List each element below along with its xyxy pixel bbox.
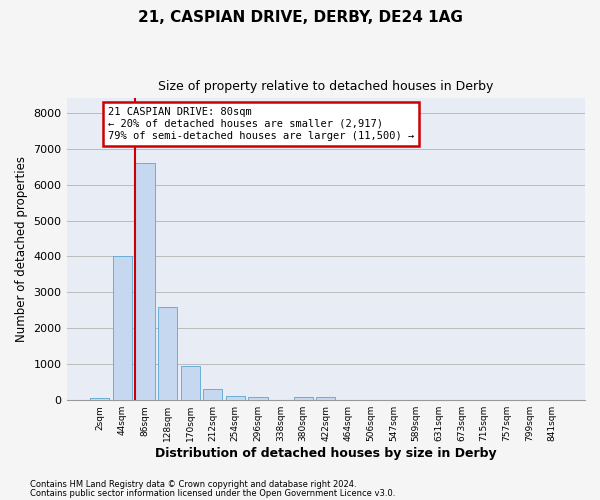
Bar	[293, 397, 313, 400]
Bar	[181, 366, 200, 400]
Bar	[158, 307, 177, 400]
Bar	[90, 398, 109, 400]
Bar	[248, 396, 268, 400]
X-axis label: Distribution of detached houses by size in Derby: Distribution of detached houses by size …	[155, 447, 497, 460]
Text: 21, CASPIAN DRIVE, DERBY, DE24 1AG: 21, CASPIAN DRIVE, DERBY, DE24 1AG	[137, 10, 463, 25]
Bar	[316, 398, 335, 400]
Bar	[203, 390, 223, 400]
Y-axis label: Number of detached properties: Number of detached properties	[15, 156, 28, 342]
Text: Contains public sector information licensed under the Open Government Licence v3: Contains public sector information licen…	[30, 488, 395, 498]
Bar	[113, 256, 132, 400]
Text: 21 CASPIAN DRIVE: 80sqm
← 20% of detached houses are smaller (2,917)
79% of semi: 21 CASPIAN DRIVE: 80sqm ← 20% of detache…	[108, 108, 414, 140]
Title: Size of property relative to detached houses in Derby: Size of property relative to detached ho…	[158, 80, 493, 93]
Text: Contains HM Land Registry data © Crown copyright and database right 2024.: Contains HM Land Registry data © Crown c…	[30, 480, 356, 489]
Bar	[226, 396, 245, 400]
Bar	[136, 163, 155, 400]
